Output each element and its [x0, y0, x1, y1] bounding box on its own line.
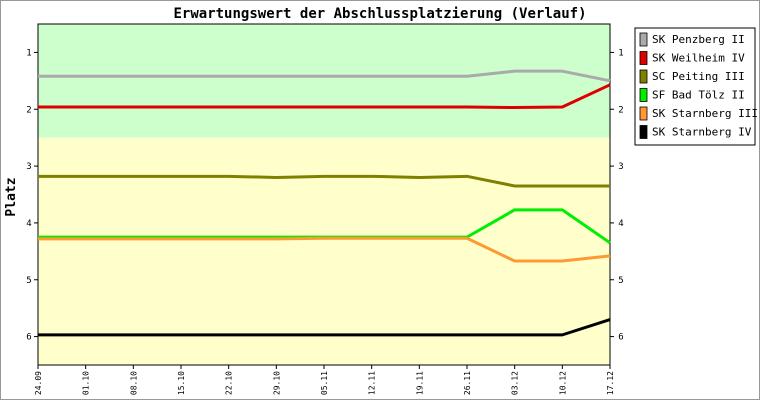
chart-title: Erwartungswert der Abschlussplatzierung …: [173, 6, 586, 22]
x-tick-label-9: 26.11: [463, 371, 472, 395]
y-tick-label-right-6: 6: [618, 333, 623, 343]
legend-label-4: SK Starnberg III: [652, 107, 758, 120]
x-tick-label-8: 19.11: [415, 371, 424, 395]
legend-label-5: SK Starnberg IV: [652, 126, 752, 139]
series-line-5: [38, 318, 611, 337]
y-tick-label-left-5: 5: [26, 276, 31, 286]
series-line-4: [38, 236, 611, 263]
legend-swatch-2: [639, 69, 648, 84]
series-line-1: [38, 83, 611, 110]
y-tick-label-right-3: 3: [618, 162, 623, 172]
y-axis-label: Platz: [4, 177, 19, 216]
x-tick-label-1: 01.10: [82, 371, 91, 395]
x-tick-label-4: 22.10: [225, 371, 234, 395]
y-tick-label-right-2: 2: [618, 105, 623, 115]
legend-swatch-4: [639, 106, 648, 121]
x-tick-label-10: 03.12: [511, 371, 520, 395]
legend-swatch-0: [639, 32, 648, 47]
x-tick-label-6: 05.11: [320, 371, 329, 395]
plot-band-1: [38, 137, 610, 365]
x-tick-label-5: 29.10: [272, 371, 281, 395]
y-tick-label-right-5: 5: [618, 276, 623, 286]
legend-label-3: SF Bad Tölz II: [652, 89, 745, 102]
legend-label-0: SK Penzberg II: [652, 33, 745, 46]
series-line-2: [38, 174, 610, 188]
x-tick-label-0: 24.09: [34, 371, 43, 395]
legend-swatch-1: [639, 51, 648, 65]
y-tick-label-left-3: 3: [26, 162, 31, 172]
x-tick-label-3: 15.10: [177, 371, 186, 395]
legend-swatch-5: [639, 125, 648, 139]
y-tick-label-left-6: 6: [26, 333, 31, 343]
x-tick-label-12: 17.12: [606, 371, 615, 395]
x-tick-label-2: 08.10: [129, 371, 138, 395]
legend-label-2: SC Peiting III: [652, 70, 745, 83]
x-tick-label-7: 12.11: [368, 371, 377, 395]
legend-label-1: SK Weilheim IV: [652, 52, 745, 65]
x-tick-label-11: 10.12: [558, 371, 567, 395]
plot-band-0: [38, 24, 610, 138]
y-tick-label-right-1: 1: [618, 48, 623, 58]
y-tick-label-left-4: 4: [26, 219, 31, 229]
series-line-0: [38, 69, 611, 83]
y-tick-label-left-1: 1: [26, 48, 31, 58]
y-tick-label-left-2: 2: [26, 105, 31, 115]
legend-box: [634, 27, 756, 146]
legend-swatch-3: [639, 88, 648, 102]
y-tick-label-right-4: 4: [618, 219, 623, 229]
